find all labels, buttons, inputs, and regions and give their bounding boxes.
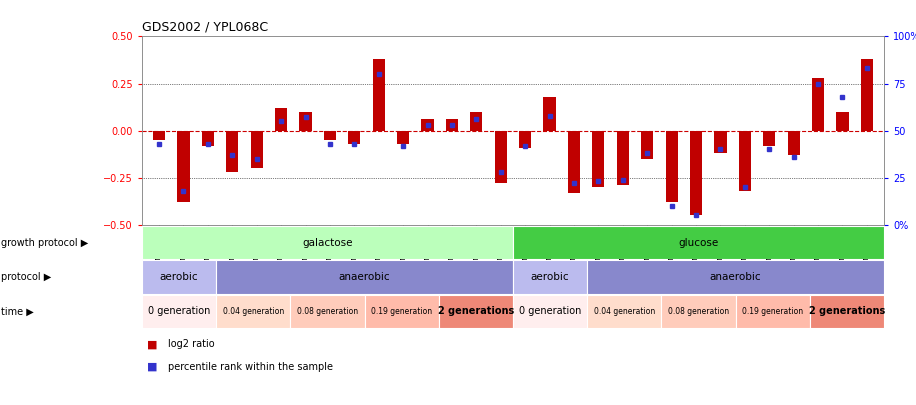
Bar <box>568 130 580 193</box>
Bar <box>348 130 360 144</box>
Text: GDS2002 / YPL068C: GDS2002 / YPL068C <box>142 21 268 34</box>
Bar <box>763 130 775 146</box>
Bar <box>661 295 736 328</box>
Text: glucose: glucose <box>679 238 718 247</box>
Bar <box>861 59 873 130</box>
Bar <box>587 295 661 328</box>
Text: aerobic: aerobic <box>530 272 570 282</box>
Bar <box>397 130 409 144</box>
Text: 0.08 generation: 0.08 generation <box>297 307 358 316</box>
Bar <box>290 295 365 328</box>
Bar <box>421 119 433 130</box>
Bar <box>216 260 513 294</box>
Bar <box>251 130 263 168</box>
Bar <box>365 295 439 328</box>
Bar <box>324 130 336 140</box>
Bar <box>153 130 165 140</box>
Text: protocol ▶: protocol ▶ <box>1 272 51 282</box>
Bar <box>142 295 216 328</box>
Bar <box>216 295 290 328</box>
Bar <box>178 130 190 202</box>
Bar <box>810 295 884 328</box>
Bar <box>587 260 884 294</box>
Text: anaerobic: anaerobic <box>339 272 390 282</box>
Bar <box>446 119 458 130</box>
Bar <box>519 130 531 147</box>
Text: time ▶: time ▶ <box>1 307 34 316</box>
Bar <box>275 108 288 130</box>
Text: 0.19 generation: 0.19 generation <box>742 307 803 316</box>
Bar <box>142 226 513 259</box>
Bar <box>543 97 556 130</box>
Bar <box>142 260 216 294</box>
Bar <box>641 130 653 159</box>
Bar <box>788 130 800 155</box>
Bar <box>513 295 587 328</box>
Bar <box>300 112 311 130</box>
Bar <box>736 295 810 328</box>
Bar <box>202 130 214 146</box>
Text: growth protocol ▶: growth protocol ▶ <box>1 238 88 247</box>
Bar <box>470 112 483 130</box>
Bar <box>690 130 702 215</box>
Bar <box>593 130 605 187</box>
Text: percentile rank within the sample: percentile rank within the sample <box>168 362 333 371</box>
Bar <box>373 59 385 130</box>
Text: 2 generations: 2 generations <box>438 307 514 316</box>
Bar <box>738 130 751 191</box>
Text: galactose: galactose <box>302 238 353 247</box>
Bar <box>226 130 238 172</box>
Bar <box>513 226 884 259</box>
Bar <box>513 260 587 294</box>
Bar <box>714 130 726 153</box>
Text: ■: ■ <box>147 362 157 371</box>
Bar <box>495 130 507 183</box>
Text: 2 generations: 2 generations <box>809 307 885 316</box>
Bar <box>812 78 824 130</box>
Text: 0.04 generation: 0.04 generation <box>223 307 284 316</box>
Text: aerobic: aerobic <box>159 272 199 282</box>
Text: 0 generation: 0 generation <box>518 307 582 316</box>
Bar <box>439 295 513 328</box>
Bar <box>616 130 629 185</box>
Text: 0.19 generation: 0.19 generation <box>371 307 432 316</box>
Bar <box>666 130 678 202</box>
Text: log2 ratio: log2 ratio <box>168 339 214 349</box>
Text: ■: ■ <box>147 339 157 349</box>
Text: 0.08 generation: 0.08 generation <box>668 307 729 316</box>
Text: 0 generation: 0 generation <box>147 307 211 316</box>
Bar <box>836 112 848 130</box>
Text: anaerobic: anaerobic <box>710 272 761 282</box>
Text: 0.04 generation: 0.04 generation <box>594 307 655 316</box>
